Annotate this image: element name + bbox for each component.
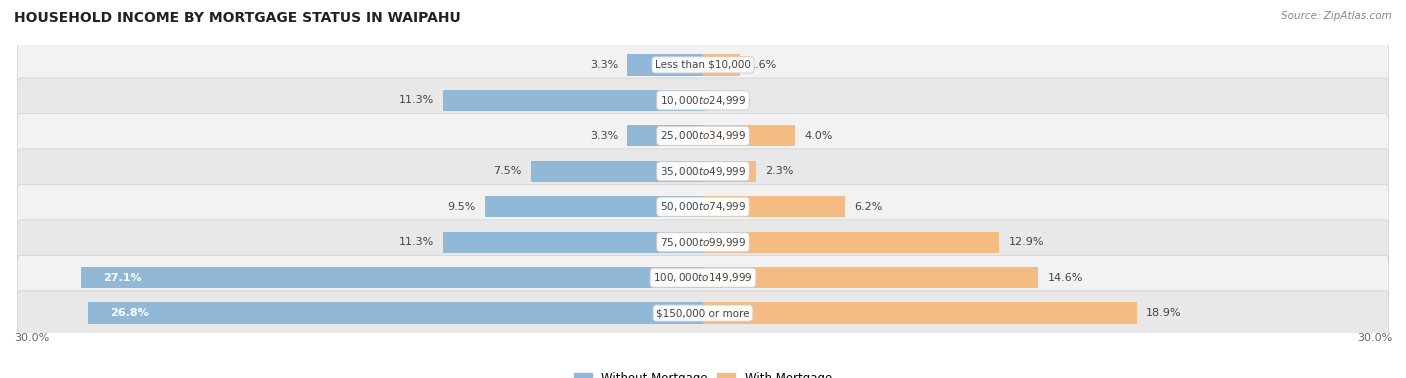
- Text: Less than $10,000: Less than $10,000: [655, 60, 751, 70]
- Text: 6.2%: 6.2%: [855, 202, 883, 212]
- FancyBboxPatch shape: [17, 220, 1389, 265]
- Bar: [703, 196, 845, 217]
- Text: 0.14%: 0.14%: [716, 95, 751, 105]
- Bar: [443, 90, 703, 111]
- Bar: [485, 196, 703, 217]
- Text: HOUSEHOLD INCOME BY MORTGAGE STATUS IN WAIPAHU: HOUSEHOLD INCOME BY MORTGAGE STATUS IN W…: [14, 11, 461, 25]
- FancyBboxPatch shape: [17, 291, 1389, 336]
- Text: 3.3%: 3.3%: [589, 60, 619, 70]
- Text: $35,000 to $49,999: $35,000 to $49,999: [659, 165, 747, 178]
- Text: $150,000 or more: $150,000 or more: [657, 308, 749, 318]
- Text: 7.5%: 7.5%: [494, 166, 522, 176]
- FancyBboxPatch shape: [17, 149, 1389, 194]
- Text: Source: ZipAtlas.com: Source: ZipAtlas.com: [1281, 11, 1392, 21]
- Text: 11.3%: 11.3%: [399, 95, 434, 105]
- Text: $10,000 to $24,999: $10,000 to $24,999: [659, 94, 747, 107]
- Text: 30.0%: 30.0%: [1357, 333, 1392, 342]
- Text: 30.0%: 30.0%: [14, 333, 49, 342]
- Text: 1.6%: 1.6%: [749, 60, 778, 70]
- Text: 4.0%: 4.0%: [804, 131, 832, 141]
- Bar: [531, 161, 703, 182]
- Text: 12.9%: 12.9%: [1008, 237, 1043, 247]
- Text: 18.9%: 18.9%: [1146, 308, 1181, 318]
- Text: $50,000 to $74,999: $50,000 to $74,999: [659, 200, 747, 213]
- Text: 14.6%: 14.6%: [1047, 273, 1083, 283]
- Bar: [703, 54, 740, 76]
- Bar: [703, 90, 706, 111]
- Text: 9.5%: 9.5%: [447, 202, 475, 212]
- Text: 3.3%: 3.3%: [589, 131, 619, 141]
- FancyBboxPatch shape: [17, 42, 1389, 87]
- Text: 2.3%: 2.3%: [765, 166, 793, 176]
- FancyBboxPatch shape: [17, 184, 1389, 229]
- Text: $100,000 to $149,999: $100,000 to $149,999: [654, 271, 752, 284]
- Bar: [703, 125, 794, 146]
- Text: 11.3%: 11.3%: [399, 237, 434, 247]
- Bar: [87, 302, 703, 324]
- Bar: [627, 54, 703, 76]
- Text: $25,000 to $34,999: $25,000 to $34,999: [659, 129, 747, 142]
- FancyBboxPatch shape: [17, 255, 1389, 300]
- Bar: [80, 267, 703, 288]
- Bar: [703, 161, 756, 182]
- Text: $75,000 to $99,999: $75,000 to $99,999: [659, 236, 747, 249]
- Text: 26.8%: 26.8%: [111, 308, 149, 318]
- Bar: [703, 267, 1038, 288]
- Bar: [443, 232, 703, 253]
- Bar: [627, 125, 703, 146]
- Bar: [703, 232, 1000, 253]
- Text: 27.1%: 27.1%: [104, 273, 142, 283]
- FancyBboxPatch shape: [17, 78, 1389, 123]
- FancyBboxPatch shape: [17, 113, 1389, 158]
- Legend: Without Mortgage, With Mortgage: Without Mortgage, With Mortgage: [569, 367, 837, 378]
- Bar: [703, 302, 1137, 324]
